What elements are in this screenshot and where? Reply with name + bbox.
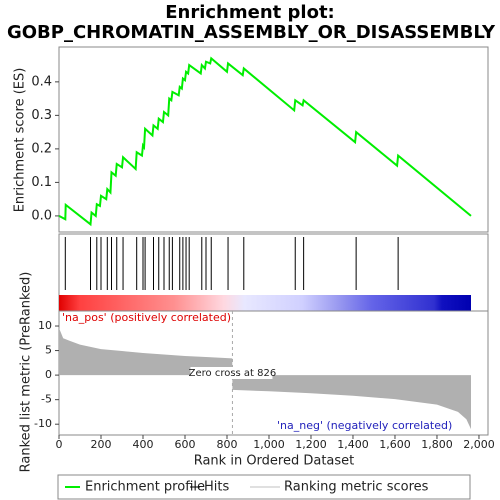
- y-axis-label: Enrichment score (ES): [13, 68, 28, 213]
- legend-label: Ranking metric scores: [284, 480, 429, 495]
- x-tick-label: 200: [90, 438, 111, 451]
- metric-y-tick-label: 10: [38, 319, 52, 332]
- metric-y-tick-label: -5: [41, 393, 52, 406]
- x-tick-label: 600: [174, 438, 195, 451]
- y-tick-label: 0.1: [31, 175, 52, 190]
- x-tick-label: 0: [56, 438, 63, 451]
- chart-subtitle: GOBP_CHROMATIN_ASSEMBLY_OR_DISASSEMBLY: [7, 22, 496, 43]
- rank-color-bar: [59, 295, 471, 311]
- x-tick-label: 800: [216, 438, 237, 451]
- pos-label: 'na_pos' (positively correlated): [62, 311, 231, 324]
- y-tick-label: 0.2: [31, 141, 52, 156]
- x-tick-label: 2,000: [463, 438, 495, 451]
- x-tick-label: 1,000: [253, 438, 285, 451]
- metric-y-tick-label: -10: [34, 417, 52, 430]
- x-tick-label: 1,200: [295, 438, 327, 451]
- legend-label: Enrichment profile: [85, 480, 205, 495]
- x-tick-label: 1,800: [421, 438, 453, 451]
- legend-label: Hits: [204, 480, 229, 495]
- y-tick-label: 0.0: [31, 208, 52, 223]
- metric-y-tick-label: 0: [45, 368, 52, 381]
- chart-title: Enrichment plot:: [165, 2, 335, 23]
- zero-cross-label-bg: [190, 367, 273, 379]
- x-tick-label: 1,400: [337, 438, 369, 451]
- es-line: [58, 56, 472, 227]
- metric-y-axis-label: Ranked list metric (PreRanked): [19, 272, 34, 473]
- zero-cross-label: Zero cross at 826: [189, 368, 277, 379]
- y-tick-label: 0.3: [31, 108, 52, 123]
- metric-y-tick-label: 5: [45, 344, 52, 357]
- y-tick-label: 0.4: [31, 74, 52, 89]
- x-tick-label: 1,600: [379, 438, 411, 451]
- x-tick-label: 400: [132, 438, 153, 451]
- es-panel-frame: [58, 46, 489, 233]
- neg-label: 'na_neg' (negatively correlated): [277, 419, 452, 432]
- x-axis-label: Rank in Ordered Dataset: [194, 454, 355, 469]
